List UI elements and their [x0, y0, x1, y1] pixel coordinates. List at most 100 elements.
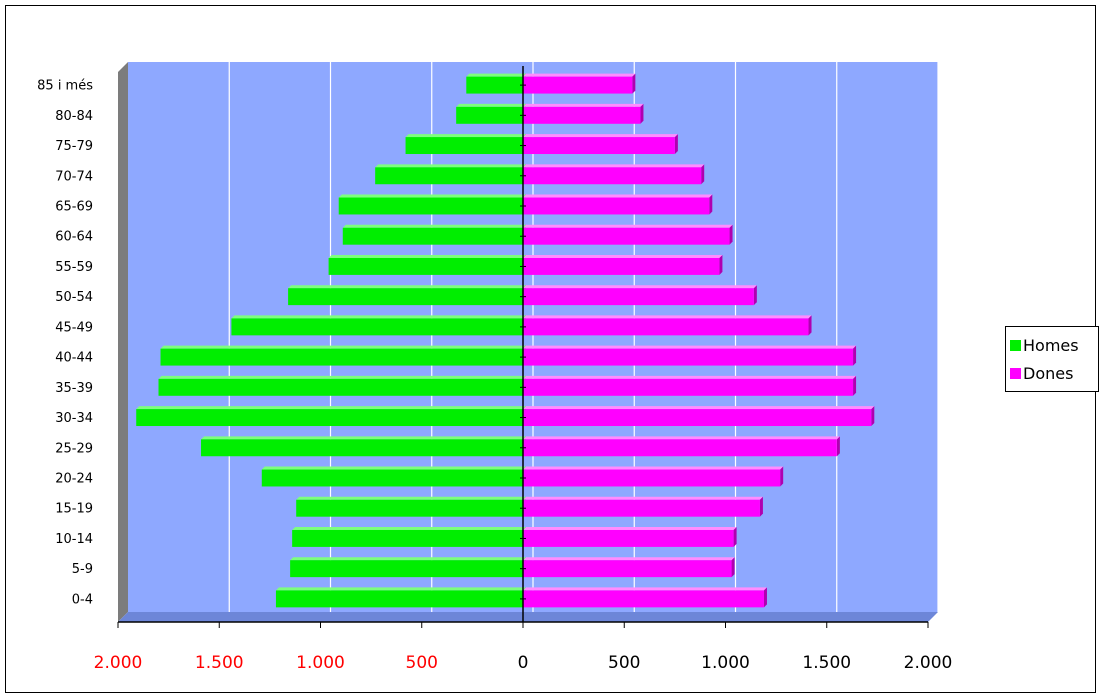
- category-label-12: 60-64: [55, 230, 93, 245]
- homes-bar-8: [160, 348, 523, 366]
- dones-bar-0: [523, 590, 764, 608]
- homes-bar-17: [466, 76, 523, 94]
- homes-bar-12: [342, 227, 523, 245]
- plot-side-wall: [118, 62, 128, 622]
- legend-item-homes: Homes: [1010, 333, 1079, 357]
- homes-bar-6: [136, 409, 523, 427]
- x-tick-label-6: 1.000: [701, 653, 750, 673]
- homes-bar-0-top: [275, 587, 526, 591]
- dones-bar-2-side: [733, 526, 737, 547]
- dones-bar-6-top: [523, 406, 875, 410]
- homes-bar-17-top: [466, 73, 526, 77]
- dones-bar-7: [523, 378, 854, 396]
- x-tick-label-5: 500: [608, 653, 640, 673]
- dones-bar-10-top: [523, 285, 757, 289]
- homes-bar-10: [288, 288, 523, 306]
- category-label-16: 80-84: [55, 109, 93, 124]
- dones-bar-11-side: [719, 254, 723, 275]
- homes-bar-0: [275, 590, 523, 608]
- homes-bar-4-top: [261, 466, 526, 470]
- x-tick-label-2: 1.000: [296, 653, 345, 673]
- dones-bar-13-side: [709, 194, 713, 215]
- dones-bar-0-side: [763, 587, 767, 608]
- dones-bar-12: [523, 227, 730, 245]
- category-label-14: 70-74: [55, 169, 93, 184]
- homes-bar-3-top: [296, 496, 526, 500]
- bars: [136, 73, 875, 608]
- dones-bar-5: [523, 439, 837, 457]
- legend-label-dones: Dones: [1023, 363, 1074, 383]
- dones-bar-5-top: [523, 436, 840, 440]
- category-label-9: 45-49: [55, 320, 93, 335]
- dones-bar-12-top: [523, 224, 733, 228]
- dones-bar-1-top: [523, 557, 735, 561]
- category-label-1: 5-9: [72, 562, 93, 577]
- homes-bar-16: [456, 106, 523, 124]
- category-label-13: 65-69: [55, 200, 93, 215]
- dones-bar-6-side: [871, 406, 875, 427]
- dones-bar-8-top: [523, 345, 857, 349]
- axes: 0-4 5-9 10-14 15-19 20-24 25-29 30-34 35-39 40-4…: [37, 66, 952, 673]
- dones-bar-16-top: [523, 103, 644, 107]
- homes-bar-1-top: [290, 557, 526, 561]
- dones-bar-16-side: [640, 103, 644, 124]
- legend-swatch-dones: [1010, 367, 1021, 379]
- dones-bar-2-top: [523, 526, 737, 530]
- dones-bar-4-side: [780, 466, 784, 487]
- x-tick-label-0: 2.000: [94, 653, 143, 673]
- dones-bar-7-side: [853, 375, 857, 396]
- dones-bar-17: [523, 76, 633, 94]
- dones-bar-7-top: [523, 375, 857, 379]
- plot-floor: [118, 612, 938, 622]
- dones-bar-0-top: [523, 587, 767, 591]
- homes-bar-16-top: [456, 103, 526, 107]
- homes-bar-3: [296, 499, 523, 517]
- category-label-4: 20-24: [55, 472, 93, 487]
- dones-bar-11-top: [523, 254, 723, 258]
- dones-bar-15: [523, 137, 675, 155]
- homes-bar-1: [290, 560, 523, 578]
- homes-bar-15-top: [405, 134, 526, 138]
- dones-bar-14-top: [523, 164, 705, 168]
- dones-bar-1: [523, 560, 732, 578]
- category-label-15: 75-79: [55, 139, 93, 154]
- dones-bar-10-side: [753, 285, 757, 306]
- homes-bar-2-top: [292, 526, 526, 530]
- dones-bar-12-side: [729, 224, 733, 245]
- homes-bar-8-top: [160, 345, 526, 349]
- dones-bar-15-side: [674, 134, 678, 155]
- dones-bar-9: [523, 318, 809, 336]
- category-label-17: 85 i més: [37, 79, 93, 94]
- category-label-7: 35-39: [55, 381, 93, 396]
- homes-bar-12-top: [342, 224, 526, 228]
- dones-bar-17-side: [632, 73, 636, 94]
- homes-bar-2: [292, 529, 523, 547]
- homes-bar-5: [201, 439, 523, 457]
- homes-bar-4: [261, 469, 523, 487]
- x-tick-label-7: 1.500: [802, 653, 851, 673]
- dones-bar-16: [523, 106, 641, 124]
- dones-bar-17-top: [523, 73, 636, 77]
- dones-bar-3-side: [759, 496, 763, 517]
- homes-bar-15: [405, 137, 523, 155]
- dones-bar-14-side: [701, 164, 705, 185]
- homes-bar-5-top: [201, 436, 526, 440]
- homes-bar-11-top: [328, 254, 526, 258]
- dones-bar-11: [523, 257, 720, 275]
- dones-bar-1-side: [731, 557, 735, 578]
- legend-item-dones: Dones: [1010, 361, 1073, 385]
- homes-bar-14: [375, 167, 523, 185]
- dones-bar-8: [523, 348, 854, 366]
- category-label-2: 10-14: [55, 532, 93, 547]
- dones-bar-2: [523, 529, 734, 547]
- dones-bar-13-top: [523, 194, 713, 198]
- category-label-5: 25-29: [55, 441, 93, 456]
- category-label-0: 0-4: [72, 592, 93, 607]
- dones-bar-13: [523, 197, 710, 215]
- dones-bar-8-side: [853, 345, 857, 366]
- homes-bar-14-top: [375, 164, 526, 168]
- legend-swatch-homes: [1010, 339, 1021, 351]
- legend: Homes Dones: [1005, 326, 1099, 392]
- category-label-11: 55-59: [55, 260, 93, 275]
